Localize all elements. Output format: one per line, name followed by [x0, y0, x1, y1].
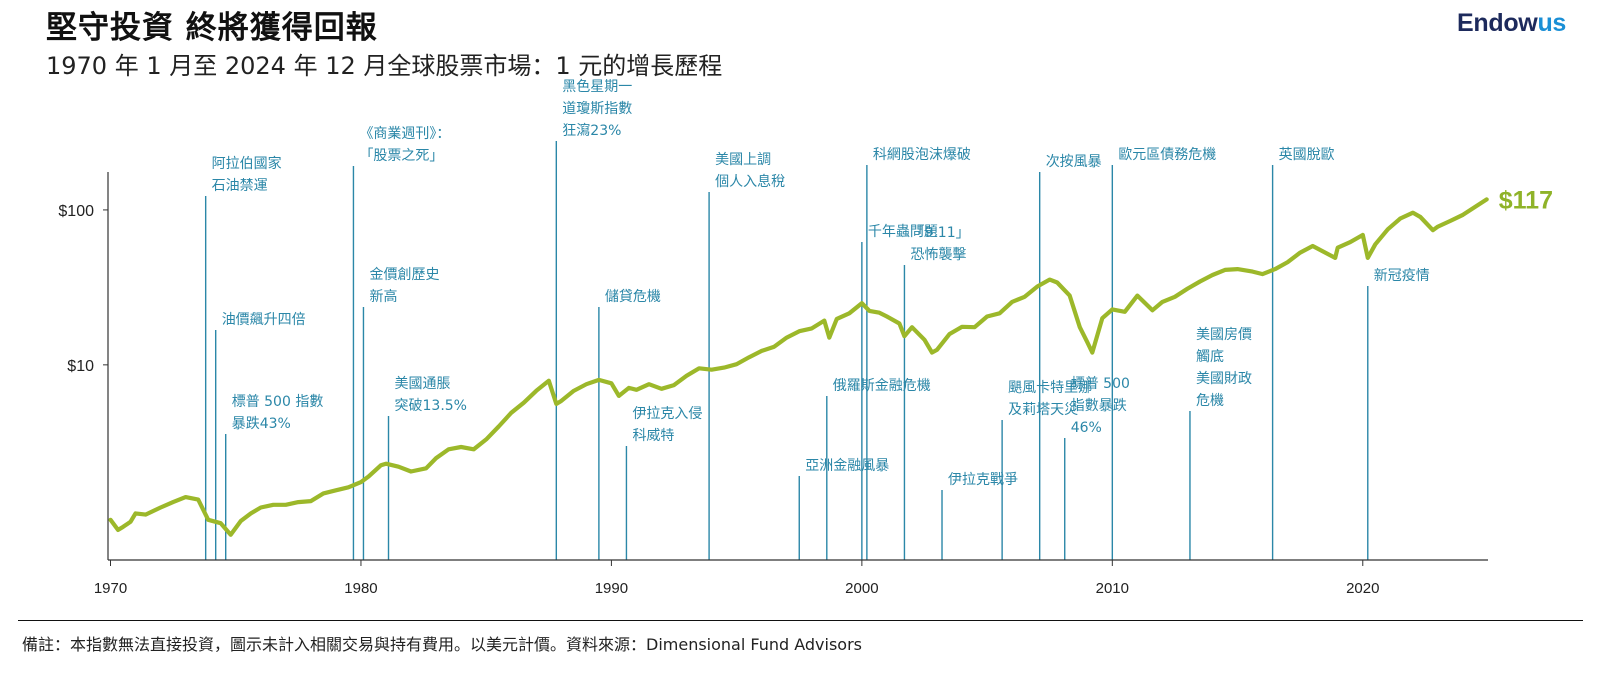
event-label: 石油禁運	[212, 178, 268, 194]
event-label: 颶風卡特里娜	[1008, 380, 1092, 396]
x-tick-label: 2010	[1096, 580, 1129, 597]
event-label: 狂瀉23%	[562, 122, 621, 139]
event-label: 次按風暴	[1046, 154, 1102, 170]
event-label: 標普 500	[1071, 376, 1130, 392]
event-label: 英國脫歐	[1279, 146, 1335, 163]
event-label: 美國上調	[715, 152, 771, 168]
event-label: 突破13.5%	[395, 398, 467, 414]
footer-divider	[18, 620, 1583, 621]
x-tick-label: 1990	[595, 580, 628, 597]
event-label: 金價創歷史	[369, 266, 439, 283]
x-tick-label: 1980	[344, 580, 377, 597]
event-label: 觸底	[1196, 349, 1224, 365]
event-label: 美國財政	[1196, 371, 1252, 387]
chart-axes: $10 $100 1970 1980 1990 2000 2010 2020	[58, 172, 1488, 597]
y-tick-label: $100	[58, 203, 94, 220]
event-label: 科威特	[632, 428, 674, 444]
chart-labels: $117	[1499, 186, 1553, 214]
footnote: 備註：本指數無法直接投資，圖示未計入相關交易與持有費用。以美元計價。資料來源：D…	[22, 635, 863, 654]
event-label: 個人入息稅	[715, 173, 785, 190]
event-label: 新高	[369, 288, 397, 305]
event-label: 千年蟲問題	[868, 224, 938, 240]
event-label: 恐怖襲擊	[910, 246, 966, 263]
x-tick-label: 1970	[94, 580, 127, 597]
event-label: 伊拉克入侵	[632, 405, 702, 422]
series-line	[108, 197, 1489, 537]
x-tick-label: 2000	[845, 580, 878, 597]
y-tick-label: $10	[67, 358, 94, 375]
end-value-label: $117	[1499, 186, 1553, 214]
x-tick-label: 2020	[1346, 580, 1379, 597]
event-label: 亞洲金融風暴	[805, 458, 889, 474]
event-label: 科網股泡沫爆破	[873, 147, 971, 163]
event-label: 道瓊斯指數	[562, 101, 632, 117]
event-label: 「9.11」	[910, 225, 969, 241]
event-label: 伊拉克戰爭	[948, 472, 1018, 488]
brand-logo-part1: Endow	[1457, 9, 1538, 37]
event-label: 美國房價	[1196, 326, 1252, 343]
event-label: 黑色星期一	[562, 78, 632, 95]
series-layer	[108, 197, 1489, 537]
event-label: 「股票之死」	[359, 148, 443, 164]
event-label: 阿拉伯國家	[212, 155, 282, 172]
page-subtitle: 1970 年 1 月至 2024 年 12 月全球股票市場：1 元的增長歷程	[46, 52, 723, 80]
brand-logo-part2: us	[1537, 9, 1567, 37]
event-label: 及莉塔天災	[1008, 402, 1078, 418]
event-label: 標普 500 指數	[232, 394, 324, 410]
event-label: 46%	[1071, 420, 1102, 436]
event-label: 新冠疫情	[1374, 268, 1430, 284]
event-label: 《商業週刊》：	[359, 126, 450, 142]
page-title: 堅守投資 終將獲得回報	[46, 10, 378, 46]
event-label: 美國通脹	[395, 376, 451, 392]
event-label: 儲貸危機	[605, 289, 661, 305]
event-label: 危機	[1196, 393, 1224, 409]
event-label: 暴跌43%	[232, 416, 291, 432]
event-label: 指數暴跌	[1071, 398, 1127, 414]
event-label: 俄羅斯金融危機	[833, 378, 931, 394]
event-label: 歐元區債務危機	[1118, 147, 1216, 163]
brand-logo: Endowus	[1457, 9, 1566, 38]
event-label: 油價飆升四倍	[222, 311, 306, 328]
